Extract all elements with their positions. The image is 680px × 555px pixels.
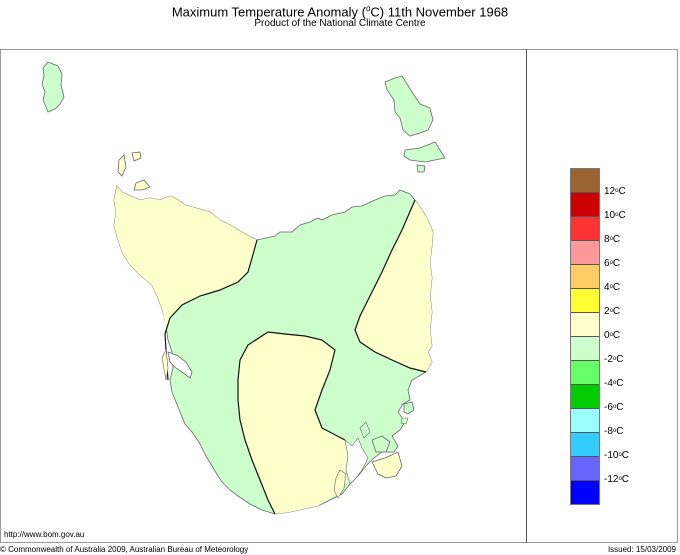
tasman-peninsula [371, 451, 403, 479]
map-subtitle: Product of the National Climate Centre [254, 18, 426, 29]
bruny-island [333, 469, 347, 499]
three-hummock-island [131, 151, 142, 162]
legend-label: -12oC [604, 474, 630, 485]
robbins-island [133, 179, 151, 191]
legend-divider [526, 49, 527, 543]
clarke-island [416, 164, 426, 173]
flinders-island [384, 75, 434, 137]
color-legend [570, 168, 600, 505]
legend-band [571, 481, 599, 504]
legend-label: -2oC [604, 354, 624, 365]
tasmania-map [41, 61, 446, 515]
legend-band [571, 409, 599, 433]
copyright-notice: © Commonwealth of Australia 2009, Austra… [0, 545, 249, 554]
derwent-estuary [344, 437, 369, 485]
legend-label: -4oC [604, 378, 624, 389]
degree-symbol: o [365, 4, 371, 13]
title-text-suffix: C) 11th November 1968 [370, 4, 509, 20]
legend-label: 2oC [604, 306, 621, 317]
legend-label: 6oC [604, 258, 621, 269]
nw-anomaly-region [114, 186, 257, 330]
maria-island [403, 401, 415, 415]
legend-band [571, 313, 599, 337]
legend-label: 8oC [604, 234, 621, 245]
map-title: Maximum Temperature Anomaly (oC) 11th No… [0, 0, 680, 20]
legend-band [571, 193, 599, 217]
macquarie-harbour [167, 351, 193, 379]
king-island [41, 61, 65, 113]
cape-barren-island [403, 141, 446, 163]
legend-band [571, 361, 599, 385]
legend-band [571, 433, 599, 457]
legend-band [571, 385, 599, 409]
legend-label: 12oC [604, 186, 626, 197]
legend-label: -8oC [604, 426, 624, 437]
legend-band [571, 289, 599, 313]
legend-band [571, 265, 599, 289]
east-anomaly-region [355, 200, 433, 372]
map-frame [0, 49, 678, 543]
legend-band [571, 457, 599, 481]
legend-band [571, 169, 599, 193]
legend-band [571, 337, 599, 361]
website-url[interactable]: http://www.bom.gov.au [4, 530, 85, 539]
hunter-island [117, 154, 127, 177]
title-text: Maximum Temperature Anomaly ( [171, 4, 366, 20]
legend-label: -10oC [604, 450, 630, 461]
legend-band [571, 217, 599, 241]
legend-label: 10oC [604, 210, 626, 221]
issued-date: Issued: 15/03/2009 [607, 545, 676, 554]
legend-label: 0oC [604, 330, 621, 341]
legend-band [571, 241, 599, 265]
south-central-anomaly-region [238, 332, 352, 514]
legend-label: -6oC [604, 402, 624, 413]
legend-label: 4oC [604, 282, 621, 293]
